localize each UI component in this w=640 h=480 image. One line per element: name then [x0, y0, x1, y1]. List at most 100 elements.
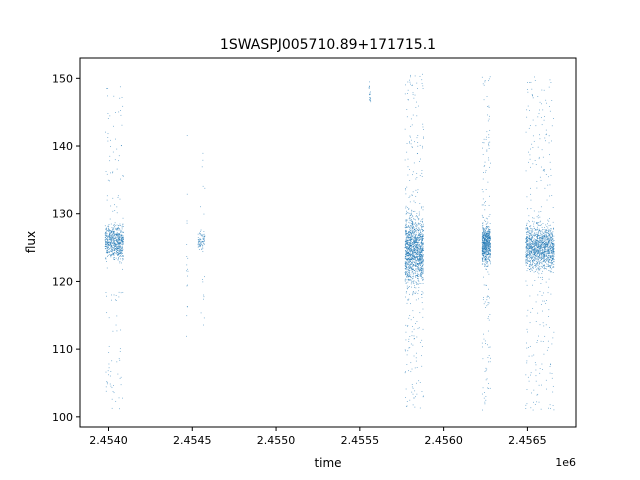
data-point [415, 357, 417, 359]
data-point [529, 238, 531, 240]
data-point [114, 210, 116, 211]
data-point [488, 235, 489, 236]
data-point [204, 187, 206, 189]
data-point [410, 260, 411, 262]
data-point [535, 233, 537, 235]
data-point [533, 140, 535, 142]
data-point [405, 251, 407, 253]
data-point [546, 260, 548, 262]
data-point [552, 249, 554, 251]
data-point [415, 233, 417, 235]
data-point [553, 253, 555, 255]
data-point [481, 248, 483, 250]
data-point [538, 258, 540, 259]
data-point [406, 151, 408, 153]
data-point [487, 232, 489, 234]
data-point [114, 225, 116, 227]
data-point [411, 252, 413, 254]
data-point [421, 238, 423, 240]
data-point [534, 227, 536, 229]
data-point [407, 244, 409, 246]
data-point [410, 258, 412, 260]
data-point [203, 296, 205, 298]
data-point [485, 235, 487, 237]
data-point [116, 246, 118, 248]
data-point [407, 299, 409, 300]
data-point [115, 295, 117, 296]
data-point [525, 374, 527, 376]
data-point [548, 315, 549, 317]
data-point [421, 240, 422, 242]
data-point [410, 83, 411, 85]
data-point [551, 242, 553, 243]
data-point [536, 241, 538, 243]
data-point [199, 244, 201, 246]
data-point [408, 279, 410, 281]
data-point [119, 255, 121, 257]
data-point [483, 138, 485, 140]
data-point [534, 254, 536, 256]
data-point [488, 233, 490, 235]
data-point [420, 234, 422, 236]
data-point [414, 202, 416, 204]
data-point [202, 251, 204, 253]
data-point [408, 240, 410, 241]
data-point [551, 251, 553, 253]
data-point [115, 400, 117, 402]
data-point [545, 102, 547, 104]
data-point [552, 246, 553, 248]
data-point [485, 251, 487, 253]
data-point [484, 229, 486, 231]
data-point [418, 258, 420, 260]
data-point [111, 245, 112, 246]
data-point [422, 245, 424, 247]
data-point [543, 119, 545, 121]
data-point [417, 244, 419, 246]
data-point [538, 156, 540, 158]
data-point [417, 266, 419, 267]
data-point [525, 241, 527, 243]
data-point [421, 244, 423, 246]
data-point [540, 408, 542, 410]
data-point [551, 234, 553, 236]
data-point [548, 242, 549, 244]
data-point [202, 244, 204, 246]
data-point [538, 256, 539, 258]
data-point [483, 233, 485, 235]
data-point [410, 241, 412, 242]
data-point [548, 250, 550, 252]
data-point [411, 267, 413, 269]
data-point [543, 250, 545, 252]
data-point [121, 239, 123, 241]
data-point [410, 278, 412, 280]
data-point [485, 269, 487, 270]
data-point [407, 250, 408, 251]
data-point [485, 221, 487, 222]
data-point [538, 244, 540, 246]
data-point [413, 257, 415, 258]
data-point [415, 228, 417, 229]
data-point [545, 266, 547, 268]
data-point [107, 251, 108, 253]
data-point [537, 312, 539, 314]
data-point [414, 259, 416, 260]
data-point [484, 238, 485, 239]
data-point [410, 232, 411, 233]
data-point [482, 243, 484, 245]
data-point [407, 299, 409, 301]
data-point [549, 236, 551, 238]
data-point [121, 225, 123, 227]
data-point [420, 256, 422, 258]
data-point [405, 253, 406, 255]
data-point [421, 206, 422, 208]
data-point [408, 338, 410, 340]
data-point [113, 253, 115, 255]
data-point [408, 242, 410, 243]
data-point [547, 184, 549, 186]
data-point [487, 258, 489, 260]
data-point [412, 293, 414, 295]
data-point [541, 252, 543, 254]
data-point [486, 223, 488, 225]
data-point [486, 265, 488, 267]
data-point [116, 148, 118, 150]
